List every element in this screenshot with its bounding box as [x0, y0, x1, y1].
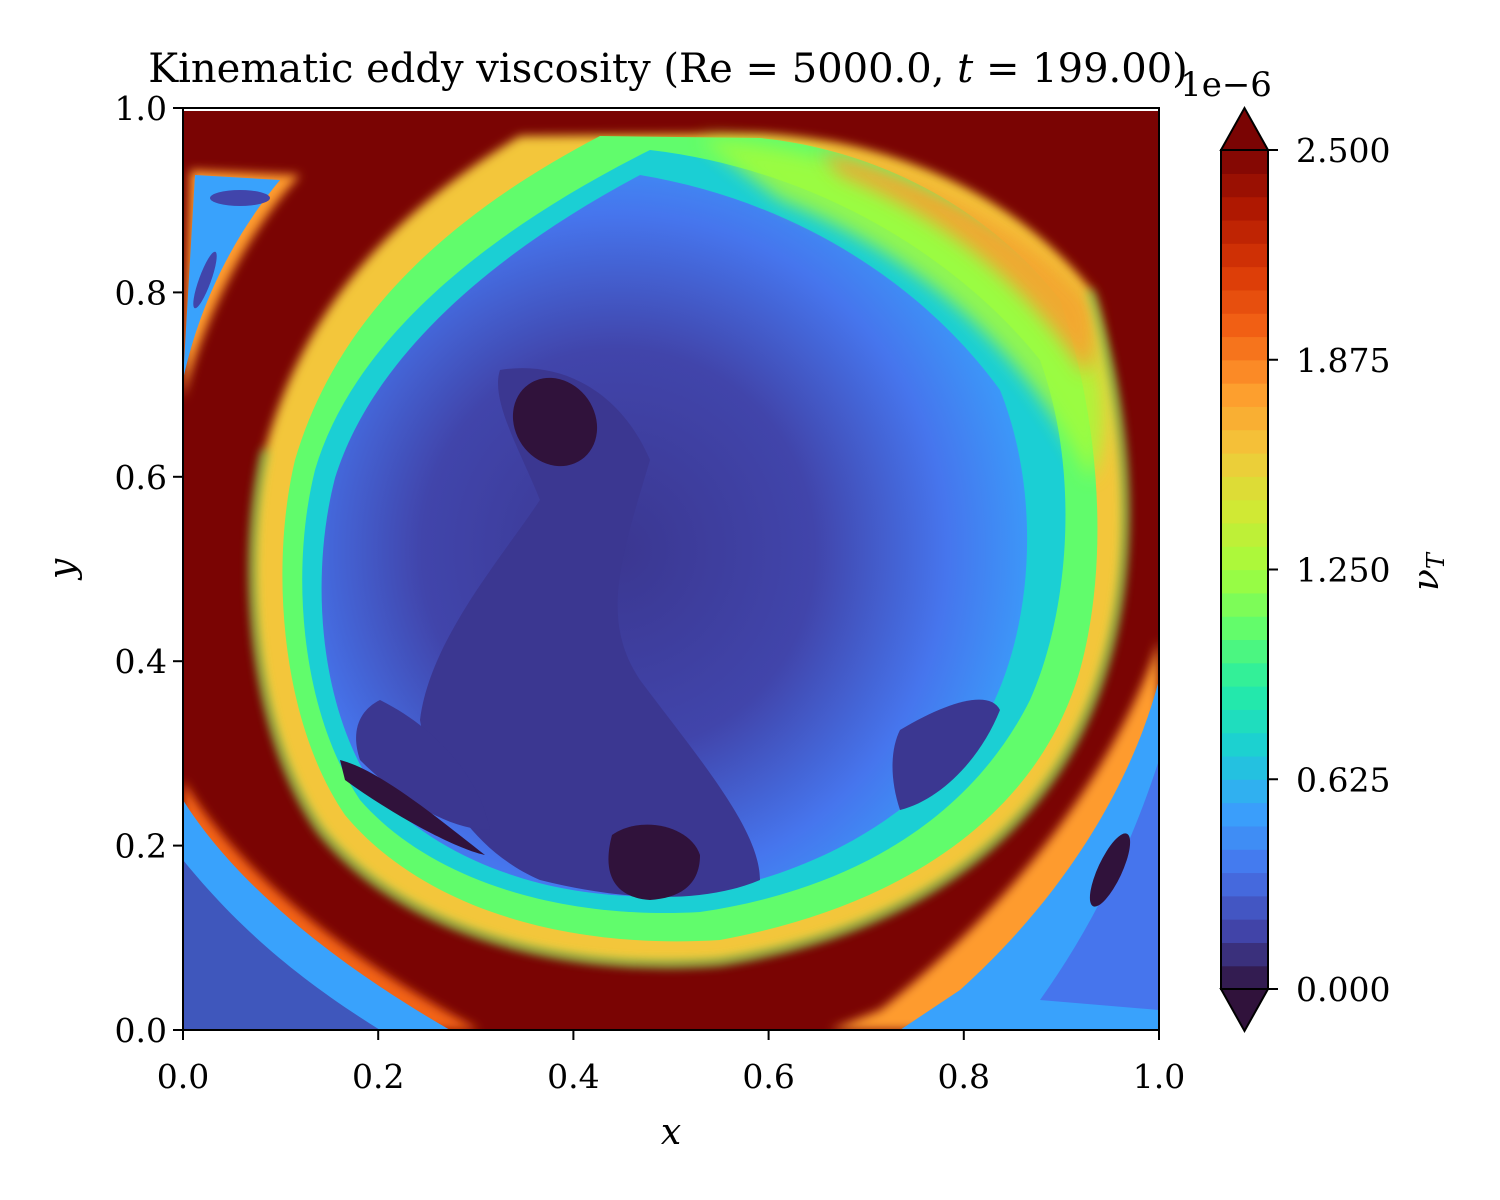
colorbar-level: [1221, 872, 1268, 897]
colorbar-level: [1221, 942, 1268, 967]
y-axis-label: y: [42, 558, 83, 581]
colorbar-level: [1221, 452, 1268, 477]
colorbar-level: [1221, 336, 1268, 361]
colorbar-level: [1221, 709, 1268, 734]
colorbar-extend-max: [1219, 105, 1270, 151]
colorbar-level: [1221, 150, 1268, 174]
y-tick-label: 0.4: [115, 642, 167, 681]
colorbar-level: [1221, 732, 1268, 757]
colorbar-multiplier: 1e−6: [1180, 65, 1272, 105]
colorbar-level: [1221, 849, 1268, 874]
colorbar-level: [1221, 825, 1268, 850]
colorbar-level: [1221, 359, 1268, 384]
colorbar-level: [1221, 919, 1268, 943]
colorbar-tick-label: 1.250: [1296, 551, 1390, 590]
y-tick-label: 0.0: [115, 1011, 167, 1050]
colorbar: 0.000 0.625 1.250 1.875 2.500: [1219, 105, 1390, 1034]
x-tick-label: 0.6: [742, 1057, 794, 1096]
colorbar-level: [1221, 406, 1268, 431]
colorbar-level: [1221, 686, 1268, 710]
x-axis-label: x: [661, 1112, 681, 1153]
colorbar-level: [1221, 802, 1268, 827]
x-tick-label: 0.8: [938, 1057, 990, 1096]
corner-vortex-bottom-left: [183, 780, 480, 1030]
colorbar-level: [1221, 522, 1268, 547]
colorbar-level: [1221, 592, 1268, 617]
colorbar-level: [1221, 662, 1268, 687]
colorbar-level: [1221, 383, 1268, 407]
colorbar-level: [1221, 429, 1268, 454]
colorbar-level: [1221, 243, 1268, 268]
colorbar-level: [1221, 779, 1268, 804]
colorbar-tick-label: 0.625: [1296, 760, 1390, 799]
x-tick-label: 0.0: [157, 1057, 209, 1096]
colorbar-level: [1221, 219, 1268, 244]
colorbar-level: [1221, 476, 1268, 501]
colorbar-level: [1221, 196, 1268, 221]
top-wall-strip: [183, 108, 1159, 111]
heatmap-plot: [182, 107, 1160, 1031]
colorbar-level: [1221, 173, 1268, 198]
y-tick-label: 1.0: [115, 89, 167, 128]
colorbar-level: [1221, 616, 1268, 641]
colorbar-level: [1221, 965, 1268, 990]
y-tick-label: 0.2: [115, 827, 167, 866]
colorbar-level: [1221, 499, 1268, 524]
vortex-core-upper: [512, 377, 598, 467]
vortex-core-lower: [608, 824, 700, 900]
corner-vortex-bottom-right: [830, 640, 1159, 1030]
x-tick-label: 1.0: [1133, 1057, 1185, 1096]
colorbar-tick-label: 1.875: [1296, 341, 1390, 380]
main-vortex: [249, 134, 1129, 968]
x-tick-label: 0.4: [547, 1057, 599, 1096]
corner-vortex-top-left: [183, 170, 300, 400]
y-tick-label: 0.6: [115, 458, 167, 497]
colorbar-level: [1221, 569, 1268, 594]
colorbar-level: [1221, 313, 1268, 338]
colorbar-tick-label: 0.000: [1296, 970, 1390, 1009]
x-tick-label: 0.2: [352, 1057, 404, 1096]
colorbar-level: [1221, 289, 1268, 314]
chart-title: Kinematic eddy viscosity (Re = 5000.0, t…: [148, 46, 1188, 92]
colorbar-level: [1221, 266, 1268, 291]
colorbar-label: νT: [1406, 551, 1450, 591]
y-tick-label: 0.8: [115, 273, 167, 312]
y-axis: 0.0 0.2 0.4 0.6 0.8 1.0: [115, 89, 183, 1050]
colorbar-level: [1221, 755, 1268, 780]
colorbar-tick-label: 2.500: [1296, 131, 1390, 170]
colorbar-extend-min: [1219, 988, 1270, 1034]
x-axis: 0.0 0.2 0.4 0.6 0.8 1.0: [157, 1030, 1185, 1096]
plot-frame: [182, 107, 1160, 1031]
colorbar-level: [1221, 895, 1268, 920]
colorbar-level: [1221, 546, 1268, 571]
colorbar-level: [1221, 639, 1268, 664]
